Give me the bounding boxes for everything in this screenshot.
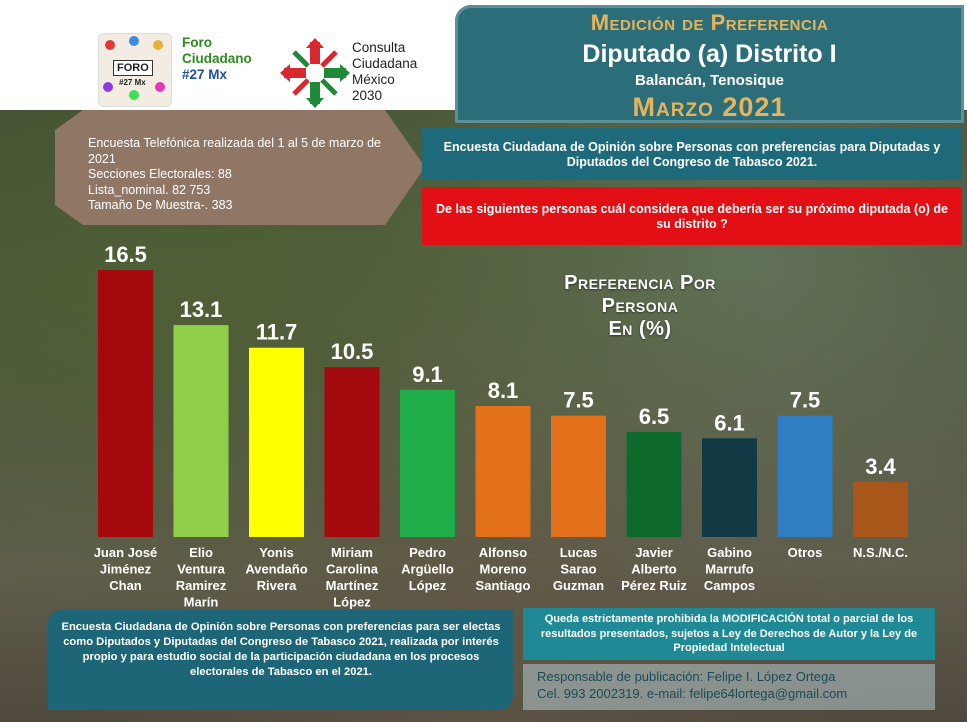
category-label-1-line-1: Juan José — [94, 545, 158, 560]
category-label-9-line-2: Marrufo — [705, 562, 753, 577]
header-line4: Marzo 2021 — [632, 92, 787, 122]
foro-badge-tag: #27 Mx — [119, 78, 146, 87]
data-label-5: 9.1 — [412, 362, 443, 387]
category-label-5-line-2: Argüello — [401, 562, 454, 577]
category-label-4-line-3: Martínez — [326, 578, 379, 593]
category-label-6-line-2: Moreno — [480, 562, 527, 577]
data-label-4: 10.5 — [331, 339, 374, 364]
foro-badge: FORO — [113, 60, 153, 76]
survey-title-panel — [422, 128, 962, 180]
category-label-8-line-1: Javier — [635, 545, 673, 560]
category-label-2-line-1: Elio — [189, 545, 213, 560]
bar-9 — [702, 438, 757, 537]
header-panel — [455, 5, 964, 123]
bar-6 — [475, 405, 531, 537]
copyright-notice: Queda estrictamente prohibida la MODIFIC… — [540, 613, 918, 654]
category-label-6-line-3: Santiago — [476, 578, 531, 593]
responsible-info: Responsable de publicación: Felipe I. Ló… — [537, 669, 848, 701]
category-label-5-line-3: López — [409, 578, 447, 593]
category-label-8-line-3: Pérez Ruiz — [621, 578, 687, 593]
footer-disclaimer: Encuesta Ciudadana de Opinión sobre Pers… — [61, 621, 501, 678]
bar-7 — [551, 415, 606, 537]
category-label-3-line-2: Avendaño — [245, 562, 307, 577]
question-text: De las siguientes personas cuál consider… — [436, 202, 948, 231]
category-label-7-line-3: Guzman — [553, 578, 604, 593]
survey-info-arrow — [55, 110, 425, 225]
foro-ciudadano-title: Foro Ciudadano #27 Mx — [182, 35, 252, 82]
category-label-3-line-1: Yonis — [259, 545, 293, 560]
header-line2: Diputado (a) Distrito I — [582, 40, 837, 68]
header-line3: Balancán, Tenosique — [635, 72, 784, 89]
category-label-7-line-2: Sarao — [560, 562, 596, 577]
category-label-9-line-3: Campos — [704, 578, 755, 593]
bar-8 — [626, 431, 682, 537]
category-label-6-line-1: Alfonso — [479, 545, 527, 560]
category-label-2-line-4: Marín — [184, 595, 219, 610]
bar-3 — [249, 347, 304, 537]
data-label-10: 7.5 — [790, 388, 821, 413]
data-label-8: 6.5 — [639, 404, 670, 429]
category-label-10-line-1: Otros — [788, 545, 823, 560]
category-label-4-line-1: Miriam — [331, 545, 373, 560]
survey-info: Encuesta Telefónica realizada del 1 al 5… — [88, 136, 382, 212]
data-label-7: 7.5 — [563, 388, 594, 413]
data-label-11: 3.4 — [865, 454, 896, 479]
category-label-1-line-3: Chan — [109, 578, 142, 593]
bar-2 — [173, 325, 229, 537]
copyright-panel — [523, 608, 935, 660]
data-label-1: 16.5 — [104, 242, 147, 267]
data-label-3: 11.7 — [256, 320, 298, 345]
category-label-3-line-3: Rivera — [257, 578, 298, 593]
bar-1 — [98, 270, 153, 537]
bar-4 — [324, 367, 380, 537]
header-line1: Medición de Preferencia — [590, 10, 829, 35]
footer-disclaimer-panel — [48, 610, 513, 710]
responsible-panel — [523, 664, 935, 710]
chart-title: Preferencia Por Persona En (%) — [564, 272, 716, 340]
category-label-2-line-3: Ramirez — [176, 578, 227, 593]
category-label-5-line-1: Pedro — [409, 545, 446, 560]
data-label-9: 6.1 — [714, 410, 745, 435]
category-label-2-line-2: Ventura — [177, 562, 225, 577]
bar-11 — [853, 482, 908, 537]
category-label-9-line-1: Gabino — [707, 545, 752, 560]
question-panel — [422, 187, 962, 245]
consulta-ciudadana-title: Consulta Ciudadana México 2030 — [352, 40, 418, 103]
survey-title: Encuesta Ciudadana de Opinión sobre Pers… — [443, 140, 941, 169]
bar-10 — [777, 415, 833, 537]
category-label-4-line-4: López — [333, 595, 371, 610]
category-label-11-line-1: N.S./N.C. — [853, 545, 908, 560]
category-label-4-line-2: Carolina — [326, 562, 379, 577]
consulta-ciudadana-logo — [280, 38, 350, 108]
bar-5 — [400, 389, 455, 537]
category-label-1-line-2: Jiménez — [100, 562, 152, 577]
data-label-2: 13.1 — [180, 297, 223, 322]
foro-ciudadano-logo: FORO #27 Mx — [98, 33, 172, 107]
category-label-7-line-1: Lucas — [560, 545, 598, 560]
category-label-8-line-2: Alberto — [631, 562, 677, 577]
data-label-6: 8.1 — [488, 378, 519, 403]
